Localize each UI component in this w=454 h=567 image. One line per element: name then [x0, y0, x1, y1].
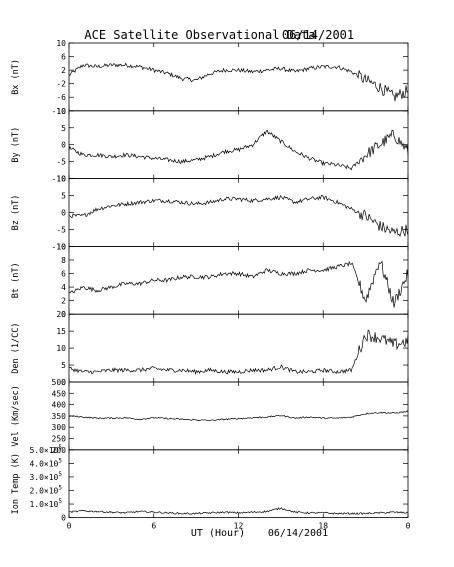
x-tick-label: 6 — [151, 522, 156, 531]
y-tick-label: -2 — [56, 80, 66, 89]
x-axis-date: 06/14/2001 — [268, 528, 328, 539]
x-axis-label: UT (Hour) — [191, 528, 245, 539]
y-axis-label-bz: Bz (nT) — [11, 195, 21, 231]
series-line-vel — [69, 411, 408, 421]
y-tick-label: 10 — [56, 242, 66, 251]
series-line-bx — [69, 63, 408, 101]
y-tick-label: 3.0×105 — [29, 471, 62, 482]
y-axis-label-den: Den (1/CC) — [11, 323, 21, 374]
y-tick-label: 6 — [61, 270, 66, 279]
y-tick-label: 5.0×105 — [29, 444, 62, 455]
y-tick-label: 10 — [56, 107, 66, 116]
y-tick-label: 5 — [61, 361, 66, 370]
y-axis-label-bx: Bx (nT) — [11, 59, 21, 95]
series-line-bz — [69, 196, 408, 237]
y-tick-label: 500 — [52, 378, 67, 387]
y-tick-label: 4.0×105 — [29, 457, 62, 468]
y-tick-label: 0 — [61, 514, 66, 523]
panel-temp: 5.0×105 4.0×105 3.0×105 2.0×105 1.0×105 0 Ion … — [11, 444, 408, 523]
panel-frame — [69, 43, 408, 111]
y-tick-label: 15 — [56, 327, 66, 336]
y-tick-label: 2.0×105 — [29, 484, 62, 495]
y-tick-label: 2 — [61, 66, 66, 75]
y-tick-label: 0 — [61, 209, 66, 218]
y-tick-label: 4 — [61, 283, 66, 292]
y-tick-label: -5 — [56, 158, 66, 167]
y-axis-label-vel: Vel (Km/sec) — [11, 385, 21, 446]
panel-frame — [69, 450, 408, 518]
y-tick-label: 2 — [61, 297, 66, 306]
y-tick-label: -6 — [56, 93, 66, 102]
series-line-by — [69, 130, 408, 170]
chart-date: 06/14/2001 — [282, 28, 354, 42]
y-tick-label: 8 — [61, 256, 66, 265]
panel-bt: 10 8 6 4 20 Bt (nT) — [11, 242, 408, 319]
panel-frame — [69, 111, 408, 179]
y-tick-label: 250 — [52, 435, 67, 444]
panel-frame — [69, 314, 408, 382]
y-tick-label: 1.0×105 — [29, 498, 62, 509]
panel-frame — [69, 382, 408, 450]
y-tick-label: 6 — [61, 53, 66, 62]
y-tick-label: 5 — [61, 124, 66, 133]
y-tick-label: 400 — [52, 401, 67, 410]
y-axis-label-temp: Ion Temp (K) — [11, 453, 21, 514]
y-tick-label: -5 — [56, 225, 66, 234]
y-axis-label-by: By (nT) — [11, 127, 21, 163]
y-axis-label-bt: Bt (nT) — [11, 262, 21, 298]
y-tick-label: 0 — [61, 141, 66, 150]
y-tick-label: 10 — [56, 344, 66, 353]
y-tick-label: 20 — [56, 310, 66, 319]
x-tick-label: 0 — [67, 522, 72, 531]
x-tick-label: 0 — [406, 522, 411, 531]
y-tick-label: 300 — [52, 423, 67, 432]
series-line-temp — [69, 508, 408, 515]
y-tick-label: 450 — [52, 389, 67, 398]
y-tick-label: 5 — [61, 192, 66, 201]
y-tick-label: 10 — [56, 39, 66, 48]
series-line-den — [69, 330, 408, 374]
series-line-bt — [69, 262, 408, 308]
y-tick-label: 10 — [56, 175, 66, 184]
y-tick-label: 350 — [52, 412, 67, 421]
panel-frame — [69, 246, 408, 314]
